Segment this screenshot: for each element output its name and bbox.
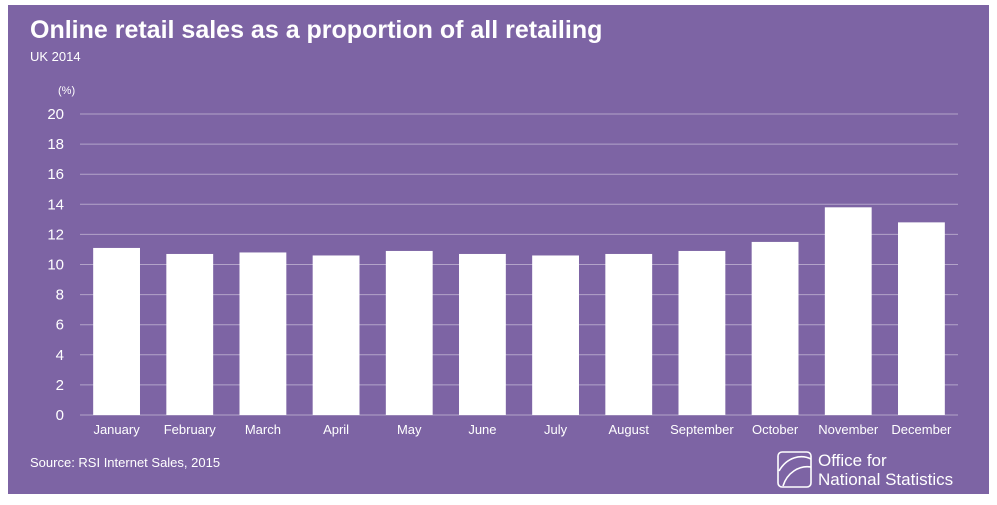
x-tick-label: February: [164, 422, 217, 437]
ons-logo-text: Office for National Statistics: [818, 451, 953, 489]
ons-logo-line2: National Statistics: [818, 470, 954, 489]
x-tick-label: October: [752, 422, 799, 437]
bar-february: [166, 253, 214, 415]
bar-may: [385, 250, 433, 415]
y-tick-label: 10: [47, 257, 64, 274]
x-tick-label: June: [468, 422, 496, 437]
y-tick-label: 12: [47, 226, 64, 243]
x-tick-label: March: [245, 422, 281, 437]
x-tick-label: July: [544, 422, 568, 437]
axis-labels: 0 2 4 6 8 10 12 14 16 18 20 January February March Apr…: [47, 106, 952, 437]
x-tick-label: November: [818, 422, 879, 437]
bar-january: [93, 247, 140, 415]
x-tick-label: April: [323, 422, 349, 437]
y-tick-label: 0: [56, 407, 64, 424]
bar-march: [239, 252, 287, 415]
y-tick-label: 14: [47, 196, 64, 213]
x-tick-label: January: [93, 422, 140, 437]
gridlines: [80, 113, 958, 416]
x-tick-label: May: [397, 422, 422, 437]
y-axis-label: (%): [58, 85, 75, 97]
bar-december: [898, 222, 945, 415]
y-tick-label: 8: [56, 287, 64, 304]
source-note: Source: RSI Internet Sales, 2015: [30, 455, 221, 470]
bar-july: [532, 255, 579, 415]
y-tick-label: 6: [56, 317, 64, 334]
y-tick-label: 2: [56, 377, 64, 394]
ons-logo-icon: [777, 451, 812, 488]
y-tick-label: 20: [47, 106, 64, 123]
y-tick-label: 16: [47, 166, 64, 183]
bar-august: [605, 253, 653, 415]
bar-april: [312, 255, 360, 415]
bar-november: [824, 207, 872, 415]
y-tick-label: 4: [56, 347, 64, 364]
x-tick-label: August: [609, 422, 650, 437]
ons-logo: Office for National Statistics: [775, 449, 965, 491]
ons-logo-line1: Office for: [818, 451, 887, 470]
bars: [93, 207, 945, 415]
x-tick-label: September: [670, 422, 734, 437]
x-tick-label: December: [891, 422, 952, 437]
bar-september: [678, 250, 726, 415]
bar-october: [751, 241, 799, 415]
y-tick-label: 18: [47, 136, 64, 153]
chart-subtitle: UK 2014: [30, 49, 81, 64]
chart-title: Online retail sales as a proportion of a…: [30, 16, 603, 44]
bar-june: [459, 253, 506, 415]
